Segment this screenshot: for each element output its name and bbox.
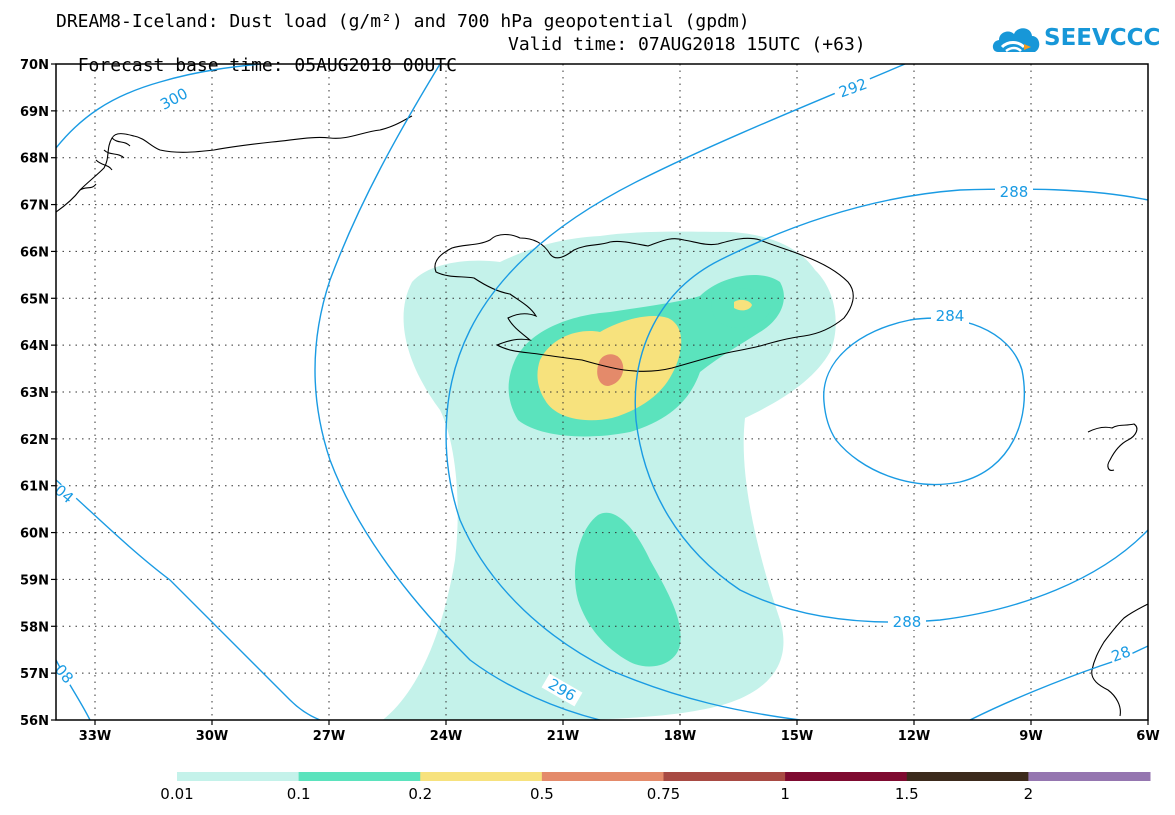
colorbar-label: 0.5 <box>530 785 554 803</box>
lat-tick-label: 68N <box>20 152 49 167</box>
dust-shade-0.5 <box>597 354 624 386</box>
map-title: DREAM8-Iceland: Dust load (g/m²) and 700… <box>56 11 750 32</box>
coastlines <box>56 115 1148 717</box>
contour-300 <box>56 64 261 149</box>
contour-288 <box>634 188 1148 623</box>
colorbar-swatch <box>663 772 786 781</box>
lat-tick-label: 61N <box>20 480 49 495</box>
colorbar-label: 0.1 <box>287 785 311 803</box>
colorbar-label: 1.5 <box>895 785 919 803</box>
contour-label-292: 292 <box>836 75 869 102</box>
contour-label-288-se: 28 <box>1109 642 1133 665</box>
lat-tick-label: 67N <box>20 199 49 214</box>
lat-tick-label: 60N <box>20 527 49 542</box>
lon-tick-label: 24W <box>430 729 462 744</box>
lat-tick-label: 62N <box>20 433 49 448</box>
scotland-coast <box>1091 603 1148 717</box>
dust-shade-0.1-south <box>574 512 681 667</box>
contour-label-288-north: 288 <box>1000 183 1029 201</box>
colorbar-label: 0.75 <box>647 785 680 803</box>
lon-tick-label: 6W <box>1136 729 1159 744</box>
lon-tick-label: 27W <box>313 729 345 744</box>
colorbar-swatch <box>906 772 1029 781</box>
axis-ticks: 33W 30W 27W 24W 21W 18W 15W 12W 9W 6W 70N 69N 68N 67N… <box>20 58 1160 744</box>
lat-tick-label: 66N <box>20 245 49 260</box>
colorbar-swatch <box>420 772 543 781</box>
colorbar-label: 2 <box>1024 785 1034 803</box>
contour-label-304: 04 <box>51 481 77 507</box>
colorbar-swatch <box>298 772 421 781</box>
colorbar-swatch <box>1028 772 1151 781</box>
contour-label-284: 284 <box>936 307 965 325</box>
contour-292 <box>445 64 906 720</box>
lat-tick-label: 70N <box>20 58 49 73</box>
contour-label-288-south: 288 <box>893 613 922 631</box>
colorbar-label: 0.01 <box>160 785 193 803</box>
greenland-fjords <box>79 137 131 191</box>
lat-tick-label: 69N <box>20 105 49 120</box>
lon-tick-label: 21W <box>547 729 579 744</box>
lon-tick-label: 9W <box>1019 729 1042 744</box>
lat-tick-label: 58N <box>20 620 49 635</box>
map-area: 300 292 288 284 288 296 04 08 28 <box>51 64 1148 720</box>
cloud-icon <box>992 28 1040 53</box>
lat-tick-label: 56N <box>20 714 49 729</box>
contour-304 <box>56 479 321 720</box>
lat-tick-label: 59N <box>20 573 49 588</box>
seevccc-logo: SEEVCCC <box>990 20 1170 60</box>
lon-tick-label: 12W <box>898 729 930 744</box>
colorbar: 0.01 0.1 0.2 0.5 0.75 1 1.5 2 <box>160 772 1151 803</box>
colorbar-swatch <box>785 772 908 781</box>
dust-shade-0.2-east <box>734 299 752 311</box>
colorbar-label: 1 <box>780 785 790 803</box>
iceland-coast <box>434 233 854 372</box>
colorbar-swatch <box>177 772 300 781</box>
colorbar-label: 0.2 <box>408 785 432 803</box>
logo-text: SEEVCCC <box>1044 25 1161 51</box>
lon-tick-label: 30W <box>196 729 228 744</box>
map-subtitle: Forecast base time: 05AUG2018 00UTC Valid… <box>56 34 866 76</box>
contour-308 <box>56 659 91 720</box>
contour-label-308: 08 <box>51 661 77 687</box>
contour-296 <box>314 64 601 720</box>
valid-time: Valid time: 07AUG2018 15UTC (+63) <box>508 34 866 55</box>
contour-284 <box>823 317 1026 486</box>
faroe-coast <box>1087 423 1138 471</box>
greenland-coast <box>56 115 413 213</box>
lat-tick-label: 63N <box>20 386 49 401</box>
lon-tick-label: 18W <box>664 729 696 744</box>
lon-tick-label: 33W <box>79 729 111 744</box>
lat-tick-label: 65N <box>20 292 49 307</box>
colorbar-swatch <box>541 772 664 781</box>
lon-tick-label: 15W <box>781 729 813 744</box>
lat-tick-label: 57N <box>20 667 49 682</box>
lat-tick-label: 64N <box>20 339 49 354</box>
